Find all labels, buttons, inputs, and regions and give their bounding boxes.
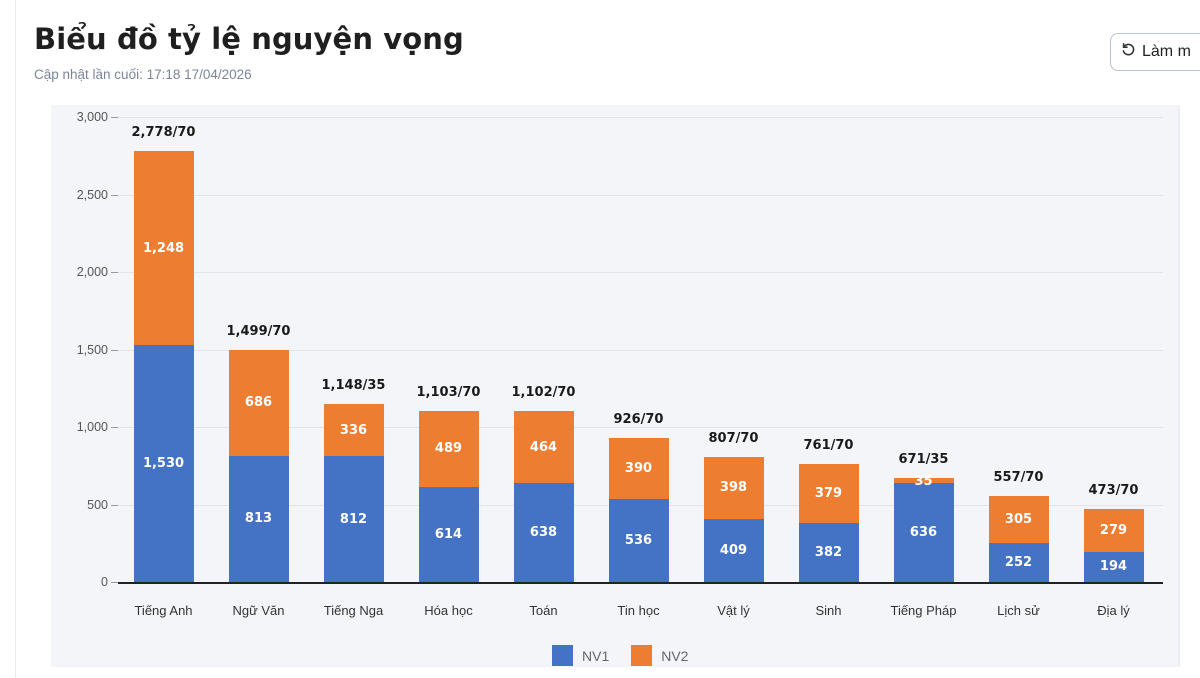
y-tick-mark [111, 194, 118, 196]
bar-total-label: 761/70 [803, 438, 854, 454]
gridline [118, 427, 1163, 428]
bar-total-label: 557/70 [993, 469, 1044, 485]
y-tick-label: 3,000 [76, 110, 108, 124]
y-tick-label: 1,000 [76, 420, 108, 434]
bar-stack[interactable]: 536 390 [608, 438, 669, 582]
y-tick-label: 0 [101, 575, 108, 589]
bar-segment-nv2[interactable]: 279 [1083, 508, 1144, 552]
y-tick-label: 1,500 [76, 342, 108, 357]
bar-segment-nv1[interactable]: 409 [703, 518, 764, 582]
x-tick-label: Ngữ Văn [232, 603, 285, 618]
x-tick-label: Toán [529, 603, 558, 618]
gridline [118, 117, 1163, 118]
bar-total-label: 807/70 [708, 430, 759, 446]
bar-stack[interactable]: 1,530 1,248 [133, 151, 194, 582]
y-tick-mark [111, 117, 118, 118]
bar-stack[interactable]: 614 489 [418, 411, 479, 582]
last-updated-text: Cập nhật lần cuối: 17:18 17/04/2026 [34, 67, 252, 82]
bar-segment-nv2[interactable]: 305 [988, 495, 1049, 543]
bar-stack[interactable]: 409 398 [703, 456, 764, 582]
bar-segment-nv2[interactable]: 489 [418, 411, 479, 487]
bar-segment-nv1[interactable]: 1,530 [133, 344, 194, 582]
bar-segment-nv1[interactable]: 194 [1083, 551, 1144, 582]
page-left-border [15, 0, 16, 678]
bar-segment-nv2[interactable]: 1,248 [133, 151, 194, 345]
gridline [118, 272, 1163, 273]
bar-segment-nv1[interactable]: 638 [513, 483, 574, 582]
x-axis-line [118, 582, 1163, 584]
y-tick-mark [111, 349, 118, 351]
y-tick-label: 500 [87, 497, 108, 512]
legend-swatch [552, 645, 573, 666]
bar-total-label: 1,148/35 [321, 378, 386, 394]
y-tick-mark [111, 427, 118, 428]
legend-item-nv1[interactable]: NV1 [552, 645, 609, 666]
page-title: Biểu đồ tỷ lệ nguyện vọng [34, 22, 464, 56]
chart-legend: NV1 NV2 [552, 645, 702, 666]
y-tick-label: 2,000 [76, 265, 108, 279]
y-tick-label: 2,500 [76, 187, 108, 202]
bar-total-label: 1,102/70 [511, 385, 576, 401]
x-tick-label: Tin học [617, 603, 660, 618]
x-tick-label: Tiếng Nga [323, 603, 384, 618]
bar-segment-nv2[interactable]: 379 [798, 464, 859, 523]
x-tick-label: Địa lý [1097, 603, 1130, 618]
gridline [118, 349, 1163, 351]
bar-segment-nv2[interactable]: 35 [893, 474, 954, 489]
x-tick-label: Hóa học [424, 603, 473, 618]
refresh-label: Làm m [1142, 43, 1191, 60]
bar-total-label: 2,778/70 [131, 125, 196, 141]
x-tick-label: Sinh [815, 603, 842, 618]
y-tick-mark [111, 582, 118, 583]
legend-label: NV1 [582, 647, 610, 664]
bar-total-label: 926/70 [613, 412, 664, 428]
bar-segment-nv1[interactable]: 536 [608, 498, 669, 582]
x-tick-label: Tiếng Pháp [890, 603, 957, 618]
bar-segment-nv1[interactable]: 812 [323, 456, 384, 582]
bar-segment-nv1[interactable]: 636 [893, 483, 954, 582]
bar-segment-nv2[interactable]: 398 [703, 456, 764, 519]
bar-segment-nv2[interactable]: 336 [323, 404, 384, 457]
bar-total-label: 1,103/70 [416, 385, 481, 401]
bar-stack[interactable]: 382 379 [798, 464, 859, 582]
y-tick-mark [111, 272, 118, 273]
chart-plot-area: 0 500 1,000 1,500 2,000 2,500 3,000 1,530 1,248 2… [77, 110, 1163, 618]
refresh-button[interactable]: Làm m [1110, 33, 1200, 71]
bar-stack[interactable]: 813 686 [228, 349, 289, 582]
legend-item-nv2[interactable]: NV2 [631, 645, 688, 666]
bar-total-label: 671/35 [898, 451, 949, 467]
bar-segment-nv2[interactable]: 686 [228, 349, 289, 456]
bar-stack[interactable]: 636 35 [893, 474, 954, 582]
bar-stack[interactable]: 638 464 [513, 411, 574, 582]
bar-stack[interactable]: 252 305 [988, 495, 1049, 582]
legend-label: NV2 [661, 647, 689, 664]
gridline [118, 194, 1163, 196]
x-tick-label: Tiếng Anh [134, 603, 193, 618]
x-tick-label: Lịch sử [997, 603, 1040, 618]
bar-total-label: 1,499/70 [226, 323, 291, 339]
bar-segment-nv2[interactable]: 464 [513, 411, 574, 484]
legend-swatch [631, 645, 653, 666]
bar-segment-nv1[interactable]: 614 [418, 486, 479, 582]
y-tick-mark [111, 504, 118, 506]
bar-stack[interactable]: 194 279 [1083, 508, 1144, 582]
refresh-icon [1121, 42, 1136, 62]
bar-segment-nv2[interactable]: 390 [608, 438, 669, 499]
bar-total-label: 473/70 [1088, 482, 1139, 498]
bar-segment-nv1[interactable]: 813 [228, 455, 289, 582]
bar-segment-nv1[interactable]: 382 [798, 522, 859, 582]
bar-segment-nv1[interactable]: 252 [988, 542, 1049, 582]
x-tick-label: Vật lý [717, 603, 750, 618]
bar-stack[interactable]: 812 336 [323, 404, 384, 582]
